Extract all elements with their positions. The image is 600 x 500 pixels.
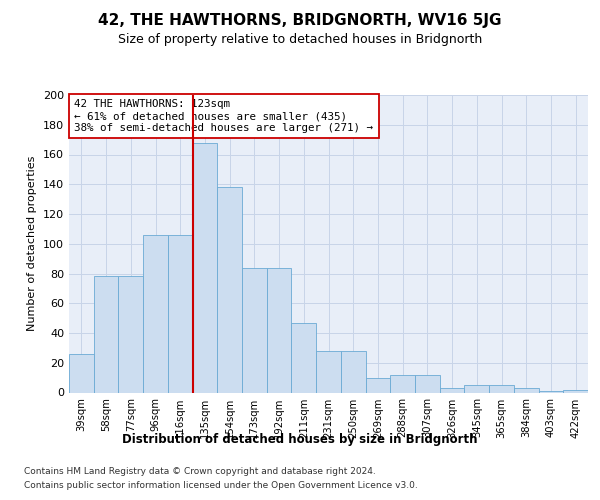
Text: 42, THE HAWTHORNS, BRIDGNORTH, WV16 5JG: 42, THE HAWTHORNS, BRIDGNORTH, WV16 5JG <box>98 12 502 28</box>
Bar <box>415 374 440 392</box>
Bar <box>514 388 539 392</box>
Bar <box>242 268 267 392</box>
Bar <box>365 378 390 392</box>
Bar <box>316 351 341 393</box>
Bar <box>168 235 193 392</box>
Text: Contains HM Land Registry data © Crown copyright and database right 2024.: Contains HM Land Registry data © Crown c… <box>24 468 376 476</box>
Bar <box>217 187 242 392</box>
Bar <box>292 322 316 392</box>
Bar <box>267 268 292 392</box>
Bar <box>464 385 489 392</box>
Bar <box>94 276 118 392</box>
Bar <box>193 142 217 392</box>
Bar <box>341 351 365 393</box>
Bar <box>440 388 464 392</box>
Bar <box>69 354 94 393</box>
Text: Size of property relative to detached houses in Bridgnorth: Size of property relative to detached ho… <box>118 32 482 46</box>
Bar <box>489 385 514 392</box>
Bar <box>390 374 415 392</box>
Text: Contains public sector information licensed under the Open Government Licence v3: Contains public sector information licen… <box>24 481 418 490</box>
Bar <box>563 390 588 392</box>
Text: Distribution of detached houses by size in Bridgnorth: Distribution of detached houses by size … <box>122 432 478 446</box>
Bar <box>118 276 143 392</box>
Y-axis label: Number of detached properties: Number of detached properties <box>28 156 37 332</box>
Text: 42 THE HAWTHORNS: 123sqm
← 61% of detached houses are smaller (435)
38% of semi-: 42 THE HAWTHORNS: 123sqm ← 61% of detach… <box>74 100 373 132</box>
Bar <box>539 391 563 392</box>
Bar <box>143 235 168 392</box>
